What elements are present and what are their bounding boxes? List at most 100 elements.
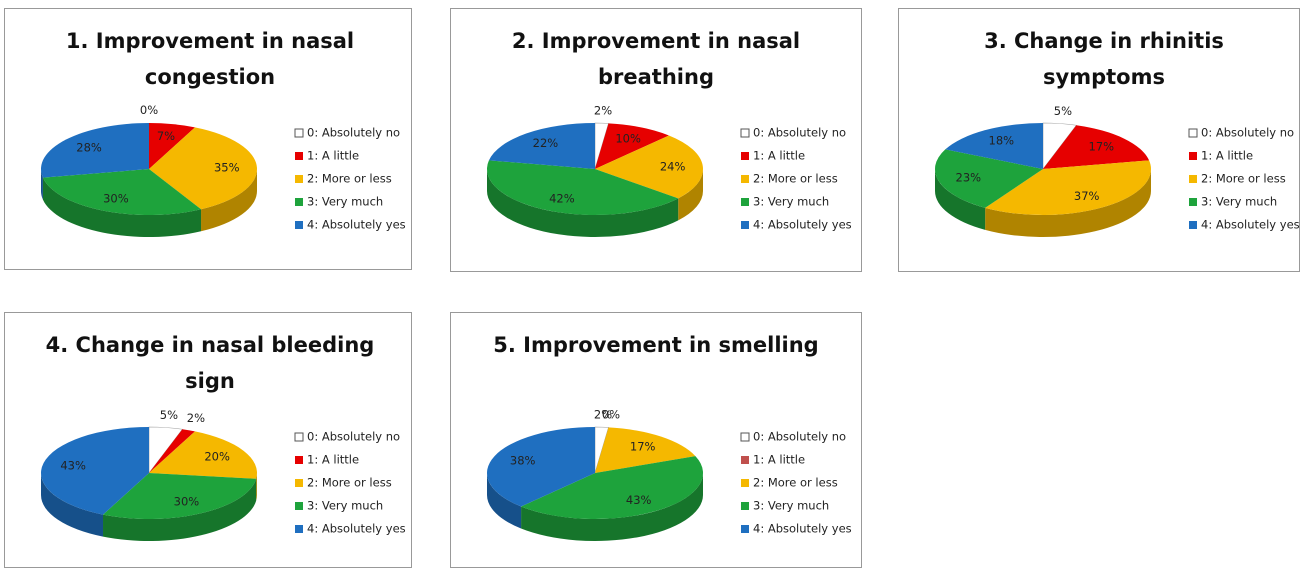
- data-label: 20%: [204, 450, 230, 464]
- data-label: 43%: [626, 493, 652, 507]
- pie-side: [487, 169, 679, 238]
- pie-slice: [41, 427, 150, 515]
- data-label: 30%: [103, 191, 129, 205]
- legend-label: 0: Absolutely no: [1201, 126, 1294, 140]
- data-label: 28%: [76, 140, 102, 154]
- legend-label: 4: Absolutely yes: [753, 218, 852, 232]
- pie-slice: [935, 149, 1043, 208]
- legend-label: 0: Absolutely no: [753, 430, 846, 444]
- pie-slice: [594, 426, 609, 474]
- legend-swatch: [295, 175, 303, 183]
- legend-label: 4: Absolutely yes: [307, 218, 406, 232]
- chart-panel: 5. Improvement in smelling 2% 0% 17% 43% 38% 0…: [450, 312, 862, 568]
- pie-slice: [149, 431, 257, 479]
- data-label: 37%: [1074, 189, 1100, 203]
- data-label: 10%: [615, 132, 641, 146]
- legend-swatch: [1188, 128, 1198, 138]
- legend-swatch: [295, 456, 303, 464]
- pie-slice: [487, 160, 679, 215]
- data-label: 0%: [140, 103, 158, 117]
- legend-swatch: [741, 502, 749, 510]
- chart-panel: 3. Change in rhinitis symptoms 5% 17% 37% 23…: [898, 8, 1300, 272]
- pie-slice: [149, 127, 257, 210]
- legend-swatch: [741, 198, 749, 206]
- pie-side: [678, 169, 703, 221]
- pie-slice: [149, 429, 195, 473]
- chart-panel: 1. Improvement in nasal congestion 0% 7% 35…: [4, 8, 412, 270]
- pie-chart: 2%0% 17% 43% 38% 0: Absolutely no 1: A little…: [487, 407, 852, 541]
- legend-swatch: [1189, 175, 1197, 183]
- legend-label: 4: Absolutely yes: [1201, 218, 1299, 232]
- pie-slice: [103, 473, 257, 519]
- legend-label: 1: A little: [307, 453, 359, 467]
- data-label: 17%: [630, 439, 656, 453]
- pie-side: [935, 169, 986, 230]
- pie-slice: [149, 123, 195, 169]
- legend-swatch: [295, 479, 303, 487]
- data-label: 18%: [989, 134, 1015, 148]
- data-label: 22%: [533, 136, 559, 150]
- chart-title: 4. Change in nasal bleeding sign: [45, 333, 375, 393]
- legend-label: 1: A little: [1201, 149, 1253, 163]
- data-label: 30%: [174, 495, 200, 509]
- pie-side: [985, 169, 1151, 237]
- pie-slice: [42, 169, 202, 215]
- legend-label: 4: Absolutely yes: [307, 522, 406, 536]
- legend-swatch: [294, 128, 304, 138]
- data-label: 5%: [1054, 104, 1072, 118]
- pie-chart: 5% 17% 37% 23% 18% 0: Absolutely no 1: A littl…: [935, 104, 1299, 237]
- legend-label: 3: Very much: [753, 195, 829, 209]
- legend-swatch: [741, 479, 749, 487]
- legend-swatch: [295, 502, 303, 510]
- data-label: 2%: [594, 103, 612, 117]
- pie-slice: [148, 426, 183, 474]
- pie-slice: [487, 427, 595, 507]
- pie-chart: 2% 10% 24% 42% 22% 0: Absolutely no 1: A littl…: [487, 103, 852, 238]
- chart-title: 5. Improvement in smelling: [493, 333, 819, 357]
- legend-swatch: [295, 152, 303, 160]
- chart-title: 1. Improvement in nasal congestion: [65, 29, 355, 89]
- pie-side: [487, 473, 522, 529]
- legend-swatch: [741, 221, 749, 229]
- data-label: 7%: [157, 129, 175, 143]
- pie-side: [42, 177, 202, 237]
- legend-swatch: [741, 456, 749, 464]
- pie-slice: [594, 122, 609, 170]
- data-label: 5%: [160, 408, 178, 422]
- legend-label: 4: Absolutely yes: [753, 522, 852, 536]
- pie-slice: [595, 427, 696, 473]
- legend-label: 1: A little: [753, 453, 805, 467]
- data-label: 43%: [60, 458, 86, 472]
- pie-side: [103, 478, 257, 541]
- legend-swatch: [741, 525, 749, 533]
- legend-swatch: [741, 152, 749, 160]
- legend-label: 2: More or less: [753, 172, 838, 186]
- legend-swatch: [1189, 221, 1197, 229]
- legend-label: 2: More or less: [307, 476, 392, 490]
- pie-side: [521, 473, 703, 541]
- chart-panel: 2. Improvement in nasal breathing 2% 10% 24…: [450, 8, 862, 272]
- chart-title: 3. Change in rhinitis symptoms: [984, 29, 1224, 89]
- data-label: 42%: [549, 191, 575, 205]
- data-label: 0%: [602, 408, 620, 422]
- pie-side: [201, 169, 257, 232]
- data-label: 23%: [956, 171, 982, 185]
- legend-swatch: [294, 432, 304, 442]
- pie-slice: [945, 123, 1043, 169]
- pie-slice: [1043, 125, 1150, 169]
- chart-title: 2. Improvement in nasal breathing: [511, 29, 801, 89]
- pie-chart: 5% 2% 20% 30% 43% 0: Absolutely no 1: A little…: [40, 408, 406, 541]
- legend-label: 1: A little: [307, 149, 359, 163]
- pie-side: [256, 473, 257, 501]
- legend-swatch: [295, 221, 303, 229]
- pie-side: [41, 169, 43, 200]
- chart-panel: 4. Change in nasal bleeding sign 5% 2% 20% 3…: [4, 312, 412, 568]
- legend-label: 3: Very much: [1201, 195, 1277, 209]
- legend-label: 0: Absolutely no: [307, 126, 400, 140]
- pie-slice: [488, 123, 595, 169]
- data-label: 2%: [187, 411, 205, 425]
- legend-swatch: [740, 432, 750, 442]
- legend-swatch: [740, 128, 750, 138]
- legend-swatch: [295, 198, 303, 206]
